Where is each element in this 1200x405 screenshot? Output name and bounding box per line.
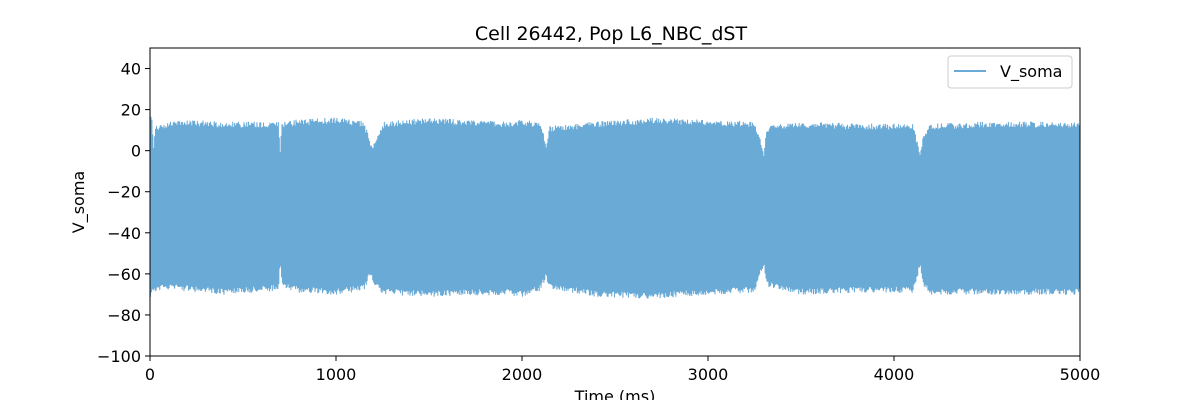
legend-label-v-soma: V_soma [1000, 62, 1062, 82]
y-tick-label: −100 [97, 347, 141, 366]
y-tick-label: −40 [107, 224, 141, 243]
y-tick-label: −60 [107, 265, 141, 284]
y-axis-label: V_soma [69, 171, 89, 233]
voltage-trace-series [149, 112, 1081, 299]
x-tick-label: 5000 [1060, 365, 1101, 384]
y-tick-label: 20 [121, 101, 141, 120]
x-tick-label: 2000 [502, 365, 543, 384]
y-tick-label: −80 [107, 306, 141, 325]
plot-frame [149, 47, 1081, 357]
y-tick-label: 0 [131, 142, 141, 161]
legend: V_soma [947, 55, 1073, 89]
y-tick-label: −20 [107, 183, 141, 202]
x-axis-label: Time (ms) [574, 387, 656, 400]
chart-title: Cell 26442, Pop L6_NBC_dST [475, 23, 748, 45]
x-tick-label: 4000 [874, 365, 915, 384]
x-tick-label: 1000 [316, 365, 357, 384]
voltage-trace-line [149, 112, 1081, 299]
x-tick-label: 0 [145, 365, 155, 384]
x-tick-label: 3000 [688, 365, 729, 384]
y-axis: −100 −80 −60 −40 −20 0 20 40 [97, 60, 150, 366]
legend-box [947, 55, 1073, 89]
y-tick-label: 40 [121, 60, 141, 79]
x-axis: 0 1000 2000 3000 4000 5000 [145, 356, 1100, 384]
